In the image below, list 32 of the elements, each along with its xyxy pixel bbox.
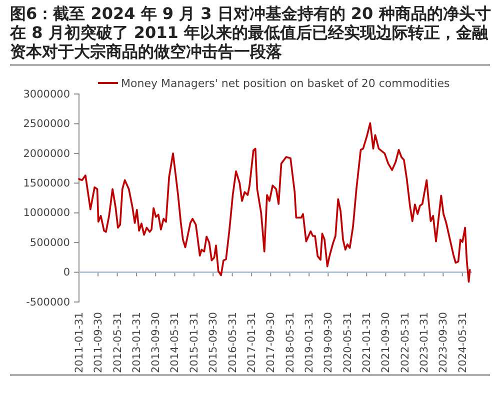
x-tick-label: 2021-09-30 xyxy=(380,312,392,374)
y-tick-label: 500000 xyxy=(30,236,70,249)
legend-label: Money Managers' net position on basket of 20 commodities xyxy=(121,77,450,90)
x-tick-label: 2023-09-30 xyxy=(438,312,450,374)
x-tick-label: 2023-01-31 xyxy=(418,312,431,374)
y-tick-label: 1500000 xyxy=(23,178,70,190)
y-tick-label: 1000000 xyxy=(23,207,70,220)
chart-title: 图6：截至 2024 年 9 月 3 日对冲基金持有的 20 种商品的净头寸在 8 月初突破了 2011 年以来的最低值后已经实现边际转正，金融资本对于大宗商品的做空冲击告一段落 xyxy=(9,4,491,61)
x-tick-label: 2021-01-31 xyxy=(361,312,374,374)
x-tick-label: 2016-05-31 xyxy=(226,312,239,374)
x-tick-label: 2018-05-31 xyxy=(284,312,296,374)
x-tick-label: 2011-09-30 xyxy=(92,312,105,374)
x-tick-label: 2013-01-31 xyxy=(131,312,144,374)
y-tick-label: 2000000 xyxy=(23,148,70,160)
x-tick-label: 2017-01-31 xyxy=(246,312,258,374)
x-tick-label: 2015-09-30 xyxy=(208,312,220,374)
line-series xyxy=(78,122,471,283)
x-tick-label: 2020-05-31 xyxy=(342,312,354,374)
x-tick-label: 2014-05-31 xyxy=(169,312,182,374)
y-tick-label: -500000 xyxy=(26,296,70,308)
y-tick-label: 0 xyxy=(63,266,70,279)
x-tick-label: 2019-01-31 xyxy=(304,312,316,374)
x-tick-label: 2011-01-31 xyxy=(74,312,86,374)
x-tick-label: 2017-09-30 xyxy=(265,312,278,374)
y-tick-label: 2500000 xyxy=(23,118,70,130)
x-tick-label: 2013-09-30 xyxy=(150,312,162,374)
x-tick-label: 2015-01-31 xyxy=(188,312,201,374)
x-tick-label: 2012-05-31 xyxy=(112,312,124,374)
y-tick-label: 3000000 xyxy=(23,88,70,100)
x-tick-label: 2022-05-31 xyxy=(399,312,412,374)
x-tick-label: 2019-09-30 xyxy=(322,312,335,374)
x-tick-label: 2024-05-31 xyxy=(456,312,469,374)
